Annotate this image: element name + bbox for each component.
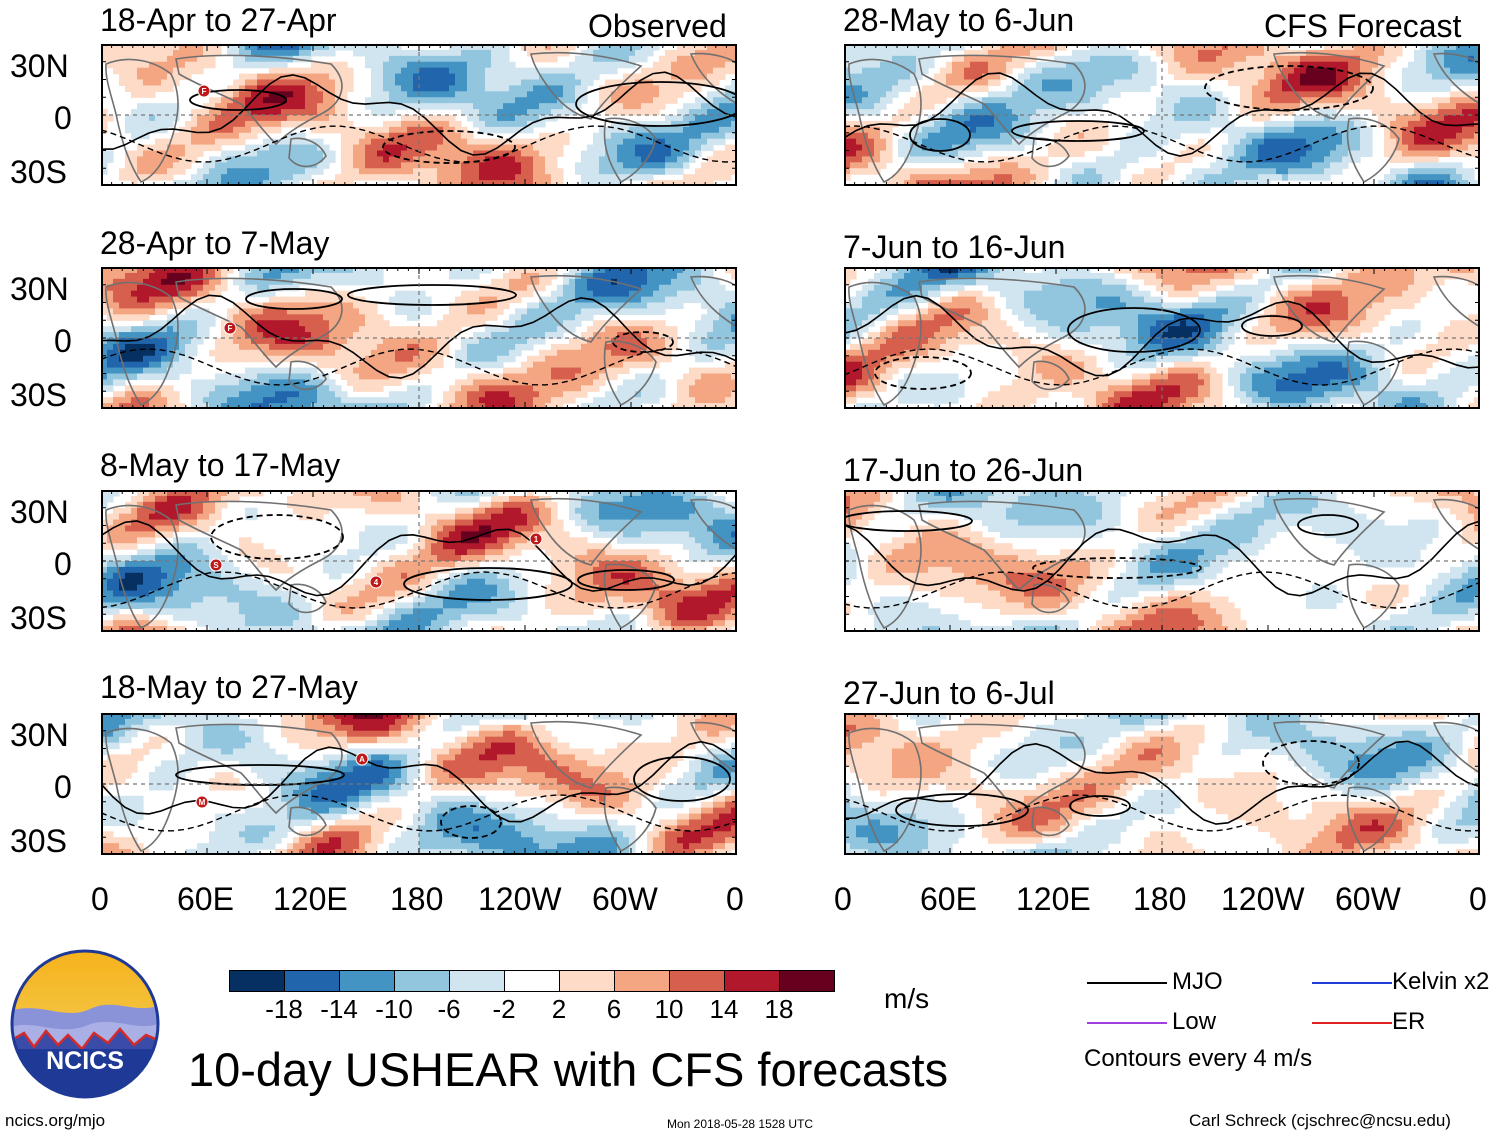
colorbar-swatch <box>449 970 505 992</box>
x-tick-180: 180 <box>1133 881 1187 917</box>
panel-8-map <box>844 713 1480 855</box>
x-tick-0: 0 <box>834 881 852 917</box>
x-tick-60w: 60W <box>1335 881 1401 917</box>
panel-1-map: F <box>101 44 737 186</box>
panel-8-date: 27-Jun to 6-Jul <box>843 675 1055 711</box>
mjo-legend-label: MJO <box>1172 968 1223 995</box>
y-tick-30n: 30N <box>10 494 69 530</box>
er-legend-label: ER <box>1392 1008 1426 1035</box>
colorbar-label: 6 <box>606 994 622 1024</box>
panel-7-date: 18-May to 27-May <box>100 669 358 705</box>
colorbar-label: -2 <box>492 994 516 1024</box>
svg-text:F: F <box>202 87 207 96</box>
mjo-legend-line <box>1087 982 1167 984</box>
contour-note: Contours every 4 m/s <box>1084 1045 1313 1072</box>
x-tick-180: 180 <box>390 881 444 917</box>
x-tick-0: 0 <box>1469 881 1487 917</box>
panel-6-date: 17-Jun to 26-Jun <box>843 452 1084 488</box>
colorbar-swatch <box>284 970 340 992</box>
colorbar-label: -18 <box>265 994 303 1024</box>
low-legend-label: Low <box>1172 1008 1217 1035</box>
colorbar-swatch <box>614 970 670 992</box>
colorbar-label: 2 <box>551 994 567 1024</box>
storm-marker: A <box>355 752 369 766</box>
panel-5-map: S 4 1 <box>101 490 737 632</box>
y-tick-30n: 30N <box>10 48 69 84</box>
colorbar-label: -14 <box>320 994 358 1024</box>
panel-3-date: 28-Apr to 7-May <box>100 225 330 261</box>
y-tick-0: 0 <box>54 323 72 359</box>
colorbar-swatch <box>724 970 780 992</box>
y-tick-30s: 30S <box>10 823 67 859</box>
y-tick-30n: 30N <box>10 717 69 753</box>
x-tick-60w: 60W <box>592 881 658 917</box>
x-tick-0: 0 <box>726 881 744 917</box>
footer-url: ncics.org/mjo <box>5 1111 106 1130</box>
colorbar-label: -6 <box>437 994 461 1024</box>
colorbar-swatch <box>394 970 450 992</box>
y-tick-0: 0 <box>54 100 72 136</box>
panel-2-tag: CFS Forecast <box>1264 8 1462 44</box>
colorbar-swatch <box>229 970 285 992</box>
y-tick-0: 0 <box>54 769 72 805</box>
colorbar-unit: m/s <box>884 983 930 1014</box>
panel-1-date: 18-Apr to 27-Apr <box>100 2 337 38</box>
panel-6-map <box>844 490 1480 632</box>
storm-marker: F <box>197 84 211 98</box>
footer-author: Carl Schreck (cjschrec@ncsu.edu) <box>1189 1111 1451 1130</box>
storm-marker: 1 <box>529 532 543 546</box>
colorbar-label: 14 <box>709 994 739 1024</box>
y-tick-30s: 30S <box>10 377 67 413</box>
panel-1-tag: Observed <box>588 8 727 44</box>
y-tick-30n: 30N <box>10 271 69 307</box>
x-tick-120e: 120E <box>1016 881 1091 917</box>
x-tick-0: 0 <box>91 881 109 917</box>
x-tick-60e: 60E <box>920 881 977 917</box>
panel-4-map <box>844 267 1480 409</box>
colorbar-swatch <box>779 970 835 992</box>
x-tick-120w: 120W <box>1221 881 1305 917</box>
y-tick-0: 0 <box>54 546 72 582</box>
panel-2-map <box>844 44 1480 186</box>
colorbar-swatch <box>559 970 615 992</box>
colorbar-label: 10 <box>654 994 684 1024</box>
storm-marker: M <box>195 795 209 809</box>
colorbar-label: 18 <box>764 994 794 1024</box>
colorbar-label: -10 <box>375 994 413 1024</box>
ncics-logo: NCICS <box>10 949 160 1099</box>
panel-7-map: MA <box>101 713 737 855</box>
panel-4-date: 7-Jun to 16-Jun <box>843 229 1066 265</box>
figure-title: 10-day USHEAR with CFS forecasts <box>188 1043 949 1096</box>
x-tick-120e: 120E <box>273 881 348 917</box>
low-legend-line <box>1087 1022 1167 1024</box>
panel-5-date: 8-May to 17-May <box>100 447 341 483</box>
storm-marker: F <box>223 321 237 335</box>
er-legend-line <box>1312 1022 1392 1024</box>
logo-text: NCICS <box>46 1047 124 1075</box>
storm-marker: 4 <box>369 575 383 589</box>
storm-marker: S <box>209 558 223 572</box>
kelvin-legend-line <box>1312 982 1392 984</box>
kelvin-legend-label: Kelvin x2 <box>1392 968 1490 995</box>
panel-2-date: 28-May to 6-Jun <box>843 2 1075 38</box>
panel-3-map: F <box>101 267 737 409</box>
colorbar-swatch <box>339 970 395 992</box>
colorbar-swatch <box>504 970 560 992</box>
footer-timestamp: Mon 2018-05-28 1528 UTC <box>667 1117 814 1131</box>
colorbar-swatch <box>669 970 725 992</box>
x-tick-60e: 60E <box>177 881 234 917</box>
y-tick-30s: 30S <box>10 600 67 636</box>
y-tick-30s: 30S <box>10 154 67 190</box>
x-tick-120w: 120W <box>478 881 562 917</box>
